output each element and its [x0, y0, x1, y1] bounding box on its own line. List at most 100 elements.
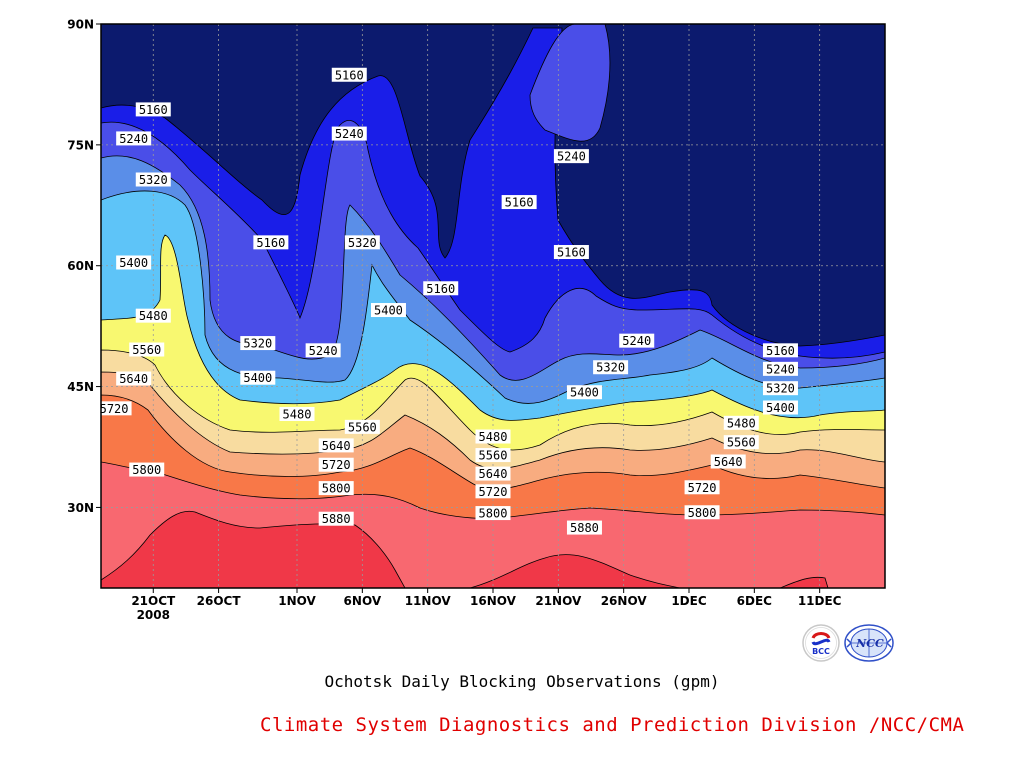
bcc-logo-text: BCC: [812, 647, 830, 656]
x-tick-sublabel: 2008: [137, 608, 170, 622]
contour-label-5320: 5320: [139, 173, 168, 187]
contour-label-5320: 5320: [348, 236, 377, 250]
contour-label-box-43: [762, 381, 798, 396]
contour-label-box-14: [240, 336, 276, 351]
ncc-logo: NCC: [843, 623, 895, 663]
contour-label-box-4: [135, 308, 171, 323]
contour-label-box-11: [253, 235, 289, 250]
contour-label-box-10: [331, 126, 367, 141]
x-tick-label: 26NOV: [601, 594, 648, 608]
footer-credit: Climate System Diagnostics and Predictio…: [260, 714, 965, 736]
contour-label-5160: 5160: [335, 68, 364, 82]
contour-label-box-27: [619, 333, 655, 348]
contour-label-box-0: [135, 102, 171, 117]
contour-label-5800: 5800: [322, 482, 351, 496]
contour-label-5160: 5160: [766, 344, 795, 358]
y-tick-label: 60N: [67, 259, 94, 273]
contour-label-box-15: [240, 370, 276, 385]
contour-label-box-20: [318, 457, 354, 472]
contour-label-5160: 5160: [557, 246, 586, 260]
contour-label-box-6: [116, 371, 152, 386]
contour-label-box-41: [762, 343, 798, 358]
contour-label-5560: 5560: [727, 436, 756, 450]
contour-label-5320: 5320: [243, 337, 272, 351]
contour-label-box-3: [116, 255, 152, 270]
contour-label-box-34: [475, 506, 511, 521]
contour-label-box-16: [370, 303, 406, 318]
contour-label-5240: 5240: [335, 127, 364, 141]
x-tick-label: 11DEC: [798, 594, 842, 608]
contour-fills: [101, 24, 885, 588]
contour-label-5240: 5240: [119, 132, 148, 146]
y-tick-label: 75N: [67, 138, 94, 152]
contour-label-5560: 5560: [348, 420, 377, 434]
contour-label-box-28: [593, 360, 629, 375]
x-tick-label: 21NOV: [535, 594, 582, 608]
contour-label-5640: 5640: [479, 467, 508, 481]
contour-label-5480: 5480: [283, 407, 312, 421]
contour-label-5800: 5800: [479, 507, 508, 521]
contour-label-5480: 5480: [139, 309, 168, 323]
contour-label-5720: 5720: [688, 481, 717, 495]
x-tick-label: 21OCT: [131, 594, 176, 608]
contour-label-box-21: [318, 481, 354, 496]
contour-label-box-5: [129, 342, 165, 357]
bcc-logo: BCC: [801, 623, 841, 663]
contour-label-5160: 5160: [426, 282, 455, 296]
contour-label-5240: 5240: [622, 334, 651, 348]
y-tick-label: 90N: [67, 18, 94, 32]
contour-label-box-24: [501, 195, 537, 210]
contour-label-5240: 5240: [766, 362, 795, 376]
contour-label-5720: 5720: [322, 458, 351, 472]
contour-labels: 5160 5240 5320 5400 5480 5560 5640 5720 5800 5160…: [96, 67, 798, 535]
x-tick-label: 6DEC: [737, 594, 773, 608]
contour-label-box-44: [762, 400, 798, 415]
contour-label-box-35: [566, 520, 602, 535]
chart-title: Ochotsk Daily Blocking Observations (gpm…: [324, 672, 720, 691]
ncc-logo-text: NCC: [855, 637, 884, 650]
contour-label-5240: 5240: [557, 150, 586, 164]
contour-label-5480: 5480: [727, 416, 756, 430]
contour-label-5240: 5240: [309, 344, 338, 358]
x-tick-label: 6NOV: [344, 594, 382, 608]
contour-label-box-8: [129, 462, 165, 477]
contour-label-5400: 5400: [243, 371, 272, 385]
x-tick-label: 11NOV: [405, 594, 452, 608]
contour-label-box-42: [762, 361, 798, 376]
contour-label-box-17: [279, 406, 315, 421]
contour-label-5640: 5640: [322, 439, 351, 453]
contour-label-5160: 5160: [256, 236, 285, 250]
contour-label-5400: 5400: [119, 256, 148, 270]
x-tick-label: 1NOV: [278, 594, 316, 608]
contour-label-5640: 5640: [714, 455, 743, 469]
contour-label-box-19: [318, 438, 354, 453]
contour-label-box-38: [710, 454, 746, 469]
contour-label-box-25: [553, 149, 589, 164]
contour-label-box-39: [684, 480, 720, 495]
x-tick-label: 1DEC: [671, 594, 707, 608]
y-tick-label: 45N: [67, 380, 94, 394]
contour-label-box-40: [684, 505, 720, 520]
contour-label-box-7: [96, 401, 132, 416]
contour-label-box-37: [723, 435, 759, 450]
contour-label-5640: 5640: [119, 372, 148, 386]
contour-label-5880: 5880: [322, 512, 351, 526]
contour-label-5720: 5720: [100, 402, 129, 416]
contour-band-10: [101, 510, 829, 588]
contour-label-5400: 5400: [766, 401, 795, 415]
contour-label-5160: 5160: [139, 103, 168, 117]
contour-label-5400: 5400: [570, 386, 599, 400]
contour-label-5320: 5320: [596, 361, 625, 375]
contour-label-box-22: [318, 511, 354, 526]
contour-label-box-29: [566, 385, 602, 400]
contour-label-box-33: [475, 484, 511, 499]
x-tick-label: 26OCT: [197, 594, 242, 608]
contour-label-box-1: [116, 131, 152, 146]
contour-label-5800: 5800: [688, 506, 717, 520]
contour-label-5880: 5880: [570, 521, 599, 535]
contour-label-box-13: [305, 343, 341, 358]
contour-label-5160: 5160: [505, 196, 534, 210]
contour-label-box-30: [475, 429, 511, 444]
